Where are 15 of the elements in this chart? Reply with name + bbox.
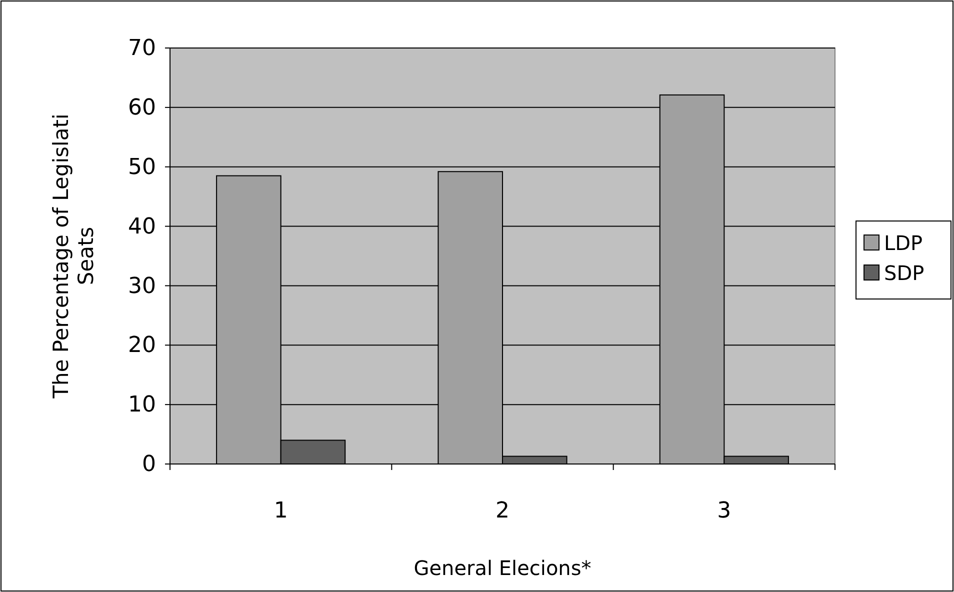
x-tick-label: 2 [496, 498, 510, 524]
legend-label: SDP [884, 261, 924, 285]
y-tick-label: 10 [128, 392, 156, 418]
y-tick-label: 40 [128, 214, 156, 240]
y-tick-label: 50 [128, 154, 156, 180]
y-tick-label: 60 [128, 95, 156, 120]
legend-label: LDP [884, 231, 923, 255]
x-axis-title: General Elecions* [414, 556, 592, 580]
x-tick-label: 3 [717, 498, 732, 524]
x-tick-label: 1 [274, 498, 288, 524]
y-axis-title: The Percentage of Legislati Seats [49, 114, 98, 400]
y-tick-label: 20 [128, 333, 156, 358]
y-tick-label: 30 [128, 274, 156, 299]
y-tick-label: 0 [142, 452, 156, 478]
y-tick-label: 70 [128, 36, 156, 62]
